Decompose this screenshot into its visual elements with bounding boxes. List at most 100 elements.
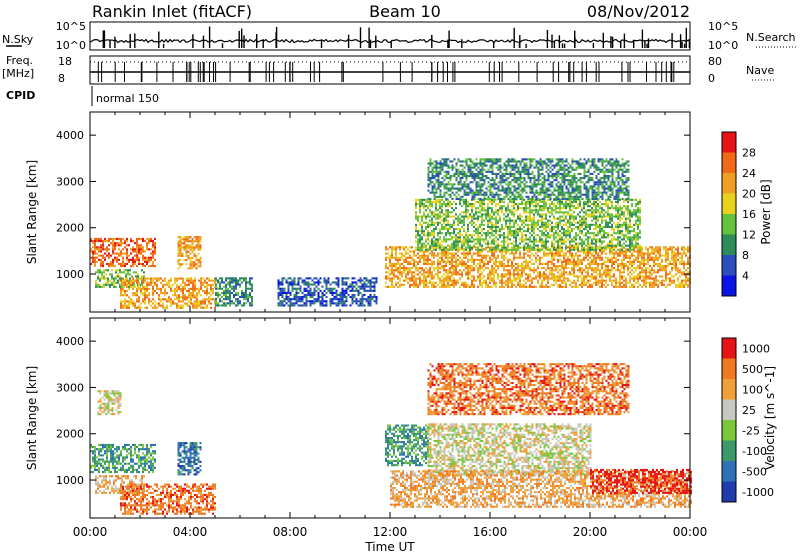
- echo-cell: [125, 269, 127, 272]
- echo-cell: [539, 275, 541, 278]
- echo-cell: [433, 200, 435, 203]
- echo-cell: [200, 277, 202, 280]
- echo-cell: [469, 215, 471, 218]
- echo-cell: [425, 217, 427, 220]
- echo-cell: [591, 277, 593, 280]
- echo-cell: [94, 250, 96, 253]
- echo-cell: [555, 281, 557, 284]
- echo-cell: [603, 230, 605, 233]
- echo-cell: [591, 258, 593, 261]
- echo-cell: [433, 267, 435, 270]
- echo-cell: [581, 219, 583, 222]
- echo-cell: [183, 246, 186, 249]
- echo-cell: [519, 225, 521, 228]
- echo-cell: [419, 260, 421, 263]
- echo-cell: [551, 211, 553, 214]
- echo-cell: [459, 273, 461, 276]
- echo-cell: [455, 279, 457, 282]
- echo-cell: [629, 285, 631, 288]
- echo-cell: [121, 271, 123, 274]
- echo-cell: [507, 230, 509, 233]
- echo-cell: [579, 258, 581, 261]
- echo-cell: [535, 200, 537, 203]
- echo-cell: [152, 287, 154, 290]
- echo-cell: [513, 252, 515, 255]
- echo-cell: [507, 209, 509, 212]
- echo-cell: [557, 277, 559, 280]
- echo-cell: [499, 275, 501, 278]
- echo-cell: [144, 300, 146, 303]
- echo-cell: [427, 269, 429, 272]
- echo-cell: [587, 209, 589, 212]
- echo-cell: [661, 281, 663, 284]
- echo-cell: [545, 217, 547, 220]
- echo-cell: [585, 200, 587, 203]
- echo-cell: [681, 260, 683, 263]
- echo-cell: [551, 228, 553, 231]
- echo-cell: [629, 279, 631, 282]
- echo-cell: [519, 230, 521, 233]
- echo-cell: [451, 281, 453, 284]
- echo-cell: [128, 244, 130, 247]
- echo-cell: [245, 289, 247, 292]
- echo-cell: [517, 273, 519, 276]
- echo-cell: [569, 279, 571, 282]
- echo-cell: [119, 275, 121, 278]
- echo-cell: [415, 228, 417, 231]
- echo-cell: [467, 254, 469, 257]
- echo-cell: [128, 287, 130, 290]
- echo-cell: [547, 275, 549, 278]
- echo-cell: [172, 300, 174, 303]
- echo-cell: [545, 215, 547, 218]
- echo-cell: [194, 300, 196, 303]
- echo-cell: [459, 262, 461, 265]
- echo-cell: [607, 211, 609, 214]
- echo-cell: [503, 228, 505, 231]
- echo-cell: [481, 260, 483, 263]
- echo-cell: [453, 267, 455, 270]
- echo-cell: [533, 238, 535, 241]
- echo-cell: [547, 240, 549, 243]
- echo-cell: [551, 250, 553, 253]
- echo-cell: [665, 271, 667, 274]
- echo-cell: [415, 225, 417, 228]
- echo-cell: [681, 256, 683, 259]
- echo-cell: [111, 269, 113, 272]
- echo-cell: [415, 198, 417, 201]
- echo-cell: [419, 223, 421, 226]
- echo-cell: [509, 242, 511, 245]
- echo-cell: [431, 240, 433, 243]
- echo-cell: [605, 252, 607, 255]
- echo-cell: [206, 290, 208, 293]
- echo-cell: [509, 200, 511, 203]
- echo-cell: [112, 248, 114, 251]
- echo-cell: [537, 221, 539, 224]
- echo-cell: [677, 250, 679, 253]
- echo-cell: [206, 283, 208, 286]
- echo-cell: [639, 244, 641, 247]
- echo-cell: [601, 273, 603, 276]
- echo-cell: [479, 281, 481, 284]
- echo-cell: [427, 183, 430, 186]
- echo-cell: [551, 258, 553, 261]
- echo-cell: [623, 271, 625, 274]
- echo-cell: [595, 240, 597, 243]
- echo-cell: [583, 281, 585, 284]
- echo-cell: [485, 262, 487, 265]
- echo-cell: [427, 166, 430, 169]
- echo-cell: [559, 246, 561, 249]
- echo-cell: [140, 248, 142, 251]
- echo-cell: [477, 211, 479, 214]
- echo-cell: [511, 211, 513, 214]
- echo-cell: [148, 298, 150, 301]
- echo-cell: [649, 275, 651, 278]
- echo-cell: [251, 277, 253, 280]
- echo-cell: [543, 271, 545, 274]
- echo-cell: [515, 221, 517, 224]
- echo-cell: [507, 203, 509, 206]
- echo-cell: [197, 246, 200, 249]
- echo-cell: [507, 269, 509, 272]
- echo-cell: [581, 244, 583, 247]
- echo-cell: [595, 200, 597, 203]
- echo-cell: [673, 258, 675, 261]
